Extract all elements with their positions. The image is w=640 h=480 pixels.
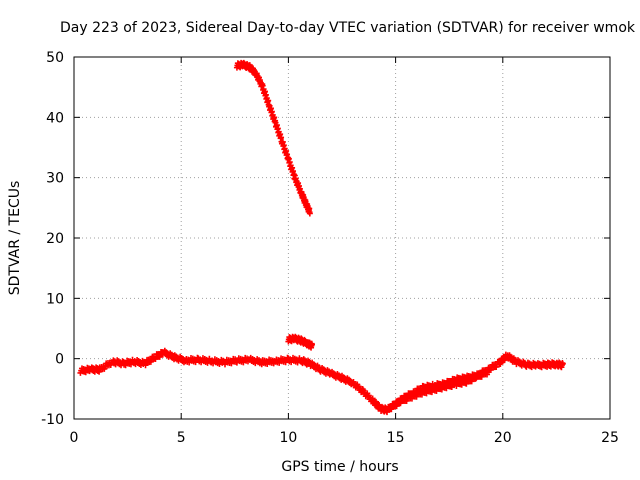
x-tick-label: 5	[177, 430, 186, 446]
x-tick-label: 25	[601, 430, 619, 446]
series-bump	[285, 333, 315, 351]
x-tick-label: 0	[70, 430, 79, 446]
x-tick-label: 15	[387, 430, 405, 446]
data-point	[559, 360, 566, 367]
y-tick-label: 0	[55, 352, 64, 368]
y-tick-label: 10	[46, 291, 64, 307]
y-tick-label: 20	[46, 231, 64, 247]
data-point	[484, 366, 491, 373]
y-tick-label: 40	[46, 110, 64, 126]
x-tick-label: 10	[279, 430, 297, 446]
data-point	[306, 210, 313, 217]
series-high-arc	[233, 59, 313, 217]
x-tick-label: 20	[494, 430, 512, 446]
series-main-track	[77, 347, 566, 416]
y-tick-label: -10	[41, 412, 64, 428]
data-point	[308, 341, 315, 348]
y-tick-label: 50	[46, 50, 64, 66]
y-tick-label: 30	[46, 171, 64, 187]
chart-title: Day 223 of 2023, Sidereal Day-to-day VTE…	[60, 20, 636, 36]
x-axis-label: GPS time / hours	[281, 459, 398, 475]
series-lower-arc	[388, 366, 491, 413]
grid	[74, 57, 610, 419]
y-axis-label: SDTVAR / TECUs	[7, 181, 23, 296]
marks	[77, 59, 566, 416]
ticks: 0 5 10 15 20 25 -10 0 10 20 30 40 50	[41, 50, 619, 446]
